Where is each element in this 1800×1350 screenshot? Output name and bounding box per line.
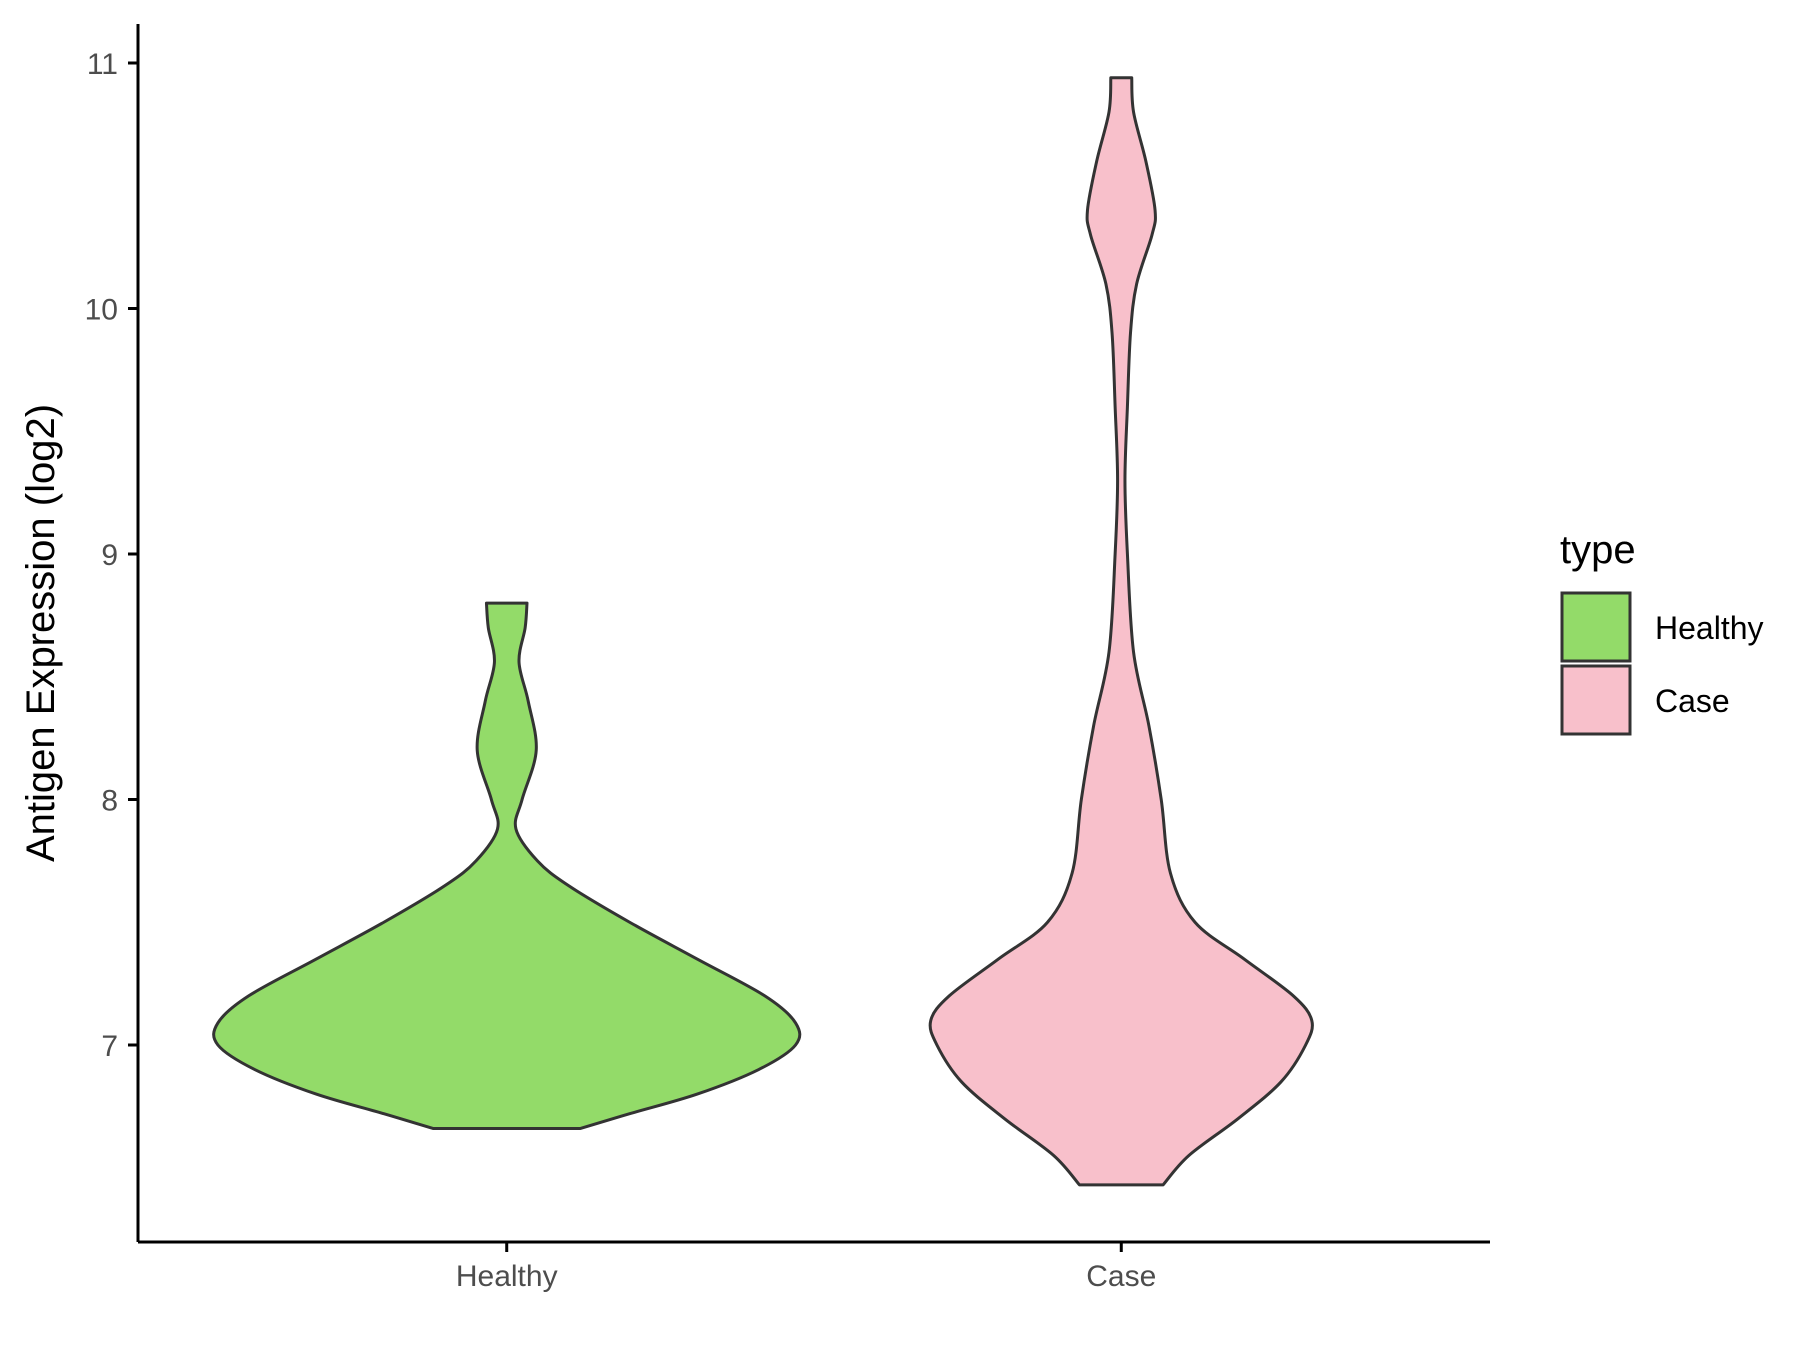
legend: type Healthy Case [1560,528,1764,736]
y-axis: 7 8 9 10 11 [85,24,140,1242]
violin-layer [212,76,1314,1187]
y-tick-label: 7 [101,1030,118,1063]
legend-label-case: Case [1655,683,1730,719]
legend-key-healthy [1560,591,1632,663]
x-ticks: Healthy Case [456,1242,1156,1293]
y-tick-label: 8 [101,785,118,818]
x-tick-label-case: Case [1086,1260,1156,1293]
violin-case [928,76,1314,1187]
legend-title: type [1560,528,1636,572]
violin-healthy [212,601,802,1130]
y-tick-label: 11 [87,48,118,81]
x-axis: Healthy Case [138,1240,1490,1293]
y-tick-label: 10 [85,294,118,327]
y-ticks: 7 8 9 10 11 [85,48,138,1063]
legend-label-healthy: Healthy [1655,610,1764,646]
legend-key-case [1560,664,1632,736]
y-tick-label: 9 [101,539,118,572]
x-tick-label-healthy: Healthy [456,1260,558,1293]
legend-entries: Healthy Case [1560,591,1764,736]
y-axis-title: Antigen Expression (log2) [19,404,63,862]
